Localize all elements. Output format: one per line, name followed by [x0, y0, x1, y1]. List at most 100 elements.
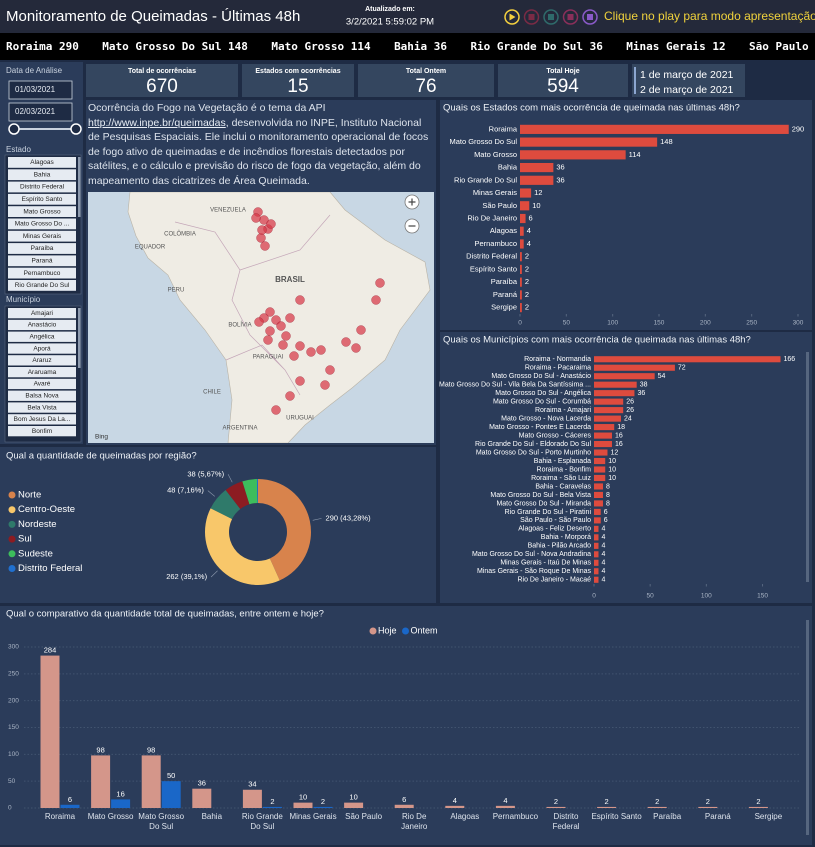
list-item[interactable]: [8, 255, 76, 267]
next-button[interactable]: [562, 9, 579, 25]
list-item[interactable]: [8, 390, 76, 401]
list-item[interactable]: [8, 402, 76, 413]
list-item-label[interactable]: Bahia: [34, 171, 51, 178]
x-tick-label: 100: [607, 320, 618, 327]
value-label: 10: [299, 793, 307, 802]
list-item-label[interactable]: Mato Grosso Do ...: [15, 221, 70, 228]
scrollbar: [78, 157, 81, 217]
list-item-label[interactable]: Rio Grande Do Sul: [15, 282, 70, 289]
list-item[interactable]: [8, 414, 76, 425]
list-item[interactable]: [8, 367, 76, 378]
dates-accent: [634, 67, 636, 94]
list-item[interactable]: [8, 319, 76, 331]
fire-spot: [316, 345, 326, 355]
y-tick-label: Rio De Janeiro: [467, 213, 517, 222]
y-tick-label: Roraima - Pacaraima: [525, 365, 591, 372]
y-tick-label: Mato Grosso Do Sul - Angélica: [495, 390, 591, 397]
y-tick-label: Roraima - São Luiz: [531, 475, 591, 482]
list-item-label[interactable]: Araruama: [28, 369, 57, 376]
fire-spot: [371, 295, 381, 305]
pause-button[interactable]: [582, 9, 598, 25]
value-label: 290: [792, 124, 805, 133]
list-item-label[interactable]: Amajari: [31, 310, 53, 317]
x-tick-label: 0: [592, 593, 596, 600]
date-input[interactable]: [8, 80, 73, 100]
list-item[interactable]: [8, 230, 76, 242]
list-item-label[interactable]: Bela Vista: [27, 404, 57, 411]
list-item[interactable]: [8, 193, 76, 205]
list-item[interactable]: [8, 218, 76, 230]
bar: [520, 137, 658, 147]
list-item-label[interactable]: Espírito Santo: [22, 196, 63, 203]
data-label: 48 (7,16%): [167, 486, 204, 495]
list-item-label[interactable]: Paraná: [32, 258, 53, 265]
value-label: 4: [527, 239, 531, 248]
list-item[interactable]: [8, 243, 76, 254]
list-item[interactable]: [8, 169, 76, 181]
list-item-label[interactable]: Avaré: [34, 381, 51, 388]
list-item-label[interactable]: Minas Gerais: [23, 233, 62, 240]
list-item[interactable]: [8, 157, 76, 168]
slider-handle[interactable]: [8, 123, 20, 135]
y-tick-label: Roraima: [489, 124, 518, 133]
list-item-label[interactable]: Mato Grosso: [23, 208, 61, 215]
filter-label: Município: [6, 295, 41, 304]
value-label: 4: [601, 551, 605, 558]
list-item-label[interactable]: Aporá: [33, 345, 51, 352]
updated-time: 3/2/2021 5:59:02 PM: [346, 17, 434, 28]
y-tick-label: Mato Grosso - Nova Lacerda: [501, 415, 591, 422]
value-label: 2: [525, 264, 529, 273]
list-item[interactable]: [8, 181, 76, 193]
list-item-label[interactable]: Balsa Nova: [25, 392, 59, 399]
list-item[interactable]: [8, 206, 76, 217]
list-item[interactable]: [8, 308, 76, 319]
bar: [594, 432, 612, 439]
bar: [293, 802, 313, 808]
value-label: 4: [601, 560, 605, 567]
list-item-label[interactable]: Pernambuco: [24, 270, 61, 277]
ticker-item: São Paulo: [749, 40, 809, 53]
x-tick-box: Minas Gerais: [289, 812, 336, 821]
value-label: 36: [556, 175, 564, 184]
value-label: 2: [525, 277, 529, 286]
list-item[interactable]: [8, 267, 76, 279]
y-tick-label: Roraima - Bonfim: [537, 466, 592, 473]
fire-spot: [375, 278, 385, 288]
map-label: COLÔMBIA: [164, 231, 196, 238]
fire-spot: [263, 335, 273, 345]
value-label: 2: [655, 797, 659, 806]
fire-spot: [295, 295, 305, 305]
list-item-label[interactable]: Distrito Federal: [20, 184, 65, 191]
list-item[interactable]: [8, 378, 76, 390]
list-item[interactable]: [8, 280, 76, 291]
y-tick-label: 100: [8, 751, 19, 758]
bar: [594, 407, 624, 414]
list-item[interactable]: [8, 343, 76, 354]
list-item-label[interactable]: Angélica: [30, 333, 55, 340]
x-tick-label: 250: [746, 320, 757, 327]
list-item-label[interactable]: Bom Jesus Da La...: [14, 416, 71, 423]
value-label: 2: [525, 303, 529, 312]
list-item[interactable]: [8, 331, 76, 342]
filter-label: Estado: [6, 145, 31, 154]
stop-button[interactable]: [523, 9, 540, 25]
slider-handle[interactable]: [70, 123, 82, 135]
value-label: 2: [321, 797, 325, 806]
list-item-label[interactable]: Bonfim: [32, 428, 52, 435]
list-item[interactable]: [8, 426, 76, 437]
map-label: CHILE: [203, 390, 221, 396]
list-item-label[interactable]: Paraíba: [31, 245, 54, 252]
list-item-label[interactable]: Anastácio: [28, 322, 57, 329]
legend-swatch: [8, 491, 16, 499]
fire-spot: [254, 317, 264, 327]
play-button[interactable]: [504, 9, 520, 25]
list-item[interactable]: [8, 355, 76, 366]
y-tick-label: Mato Grosso Do Sul - Miranda: [496, 500, 591, 507]
date-input[interactable]: [8, 102, 73, 122]
prev-button[interactable]: [543, 9, 559, 25]
list-item-label[interactable]: Alagoas: [30, 159, 54, 166]
kpi-value: 594: [547, 76, 579, 97]
list-item-label[interactable]: Araruz: [32, 357, 51, 364]
value-label: 6: [68, 795, 72, 804]
description-link[interactable]: http://www.inpe.br/queimadas: [88, 116, 226, 129]
